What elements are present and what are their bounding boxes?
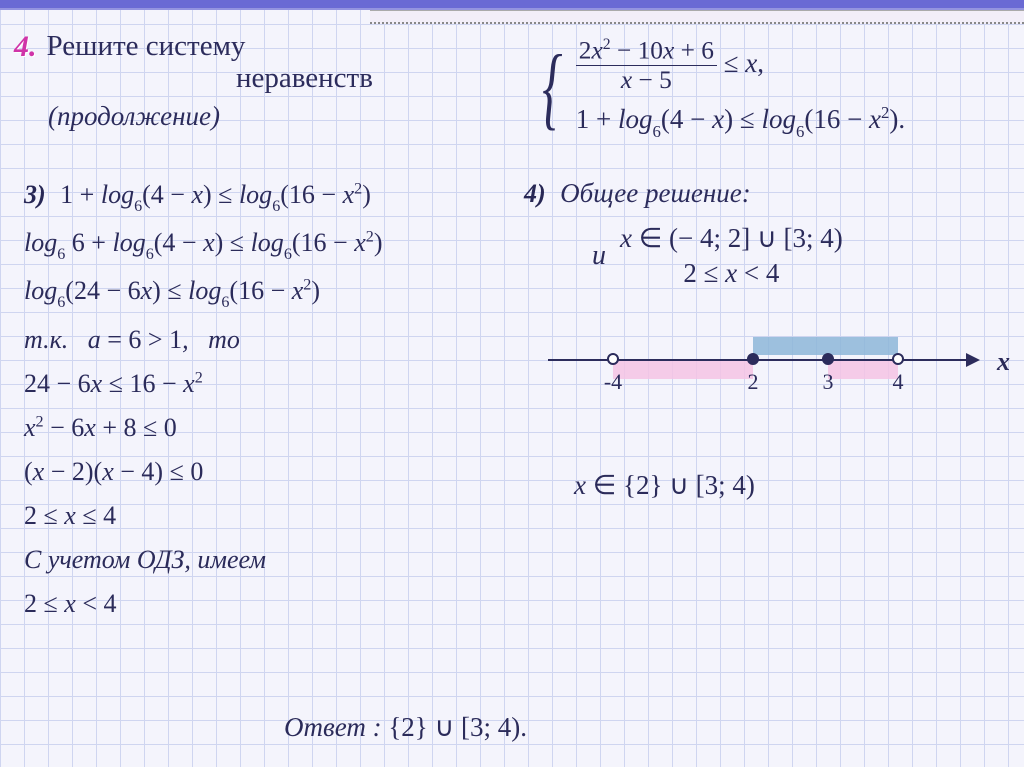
step3-line-4: 24 − 6x ≤ 16 − x2 (24, 369, 494, 399)
arrow-right-icon (966, 353, 980, 367)
step3-line-2: log6(24 − 6x) ≤ log6(16 − x2) (24, 276, 494, 310)
combine-sets: x ∈ (− 4; 2] ∪ [3; 4) 2 ≤ x < 4 (620, 223, 843, 289)
step3-line-1: log6 6 + log6(4 − x) ≤ log6(16 − x2) (24, 228, 494, 262)
step3-line-3: т.к. a = 6 > 1, то (24, 325, 494, 355)
inequality-system: { 2x2 − 10x + 6 x − 5 ≤ x, 1 + log6(4 − … (534, 36, 905, 140)
step4-title: Общее решение: (560, 178, 751, 208)
combine-block: и x ∈ (− 4; 2] ∪ [3; 4) 2 ≤ x < 4 (592, 223, 1004, 289)
point-3 (822, 353, 834, 365)
system-line-1: 2x2 − 10x + 6 x − 5 ≤ x, (576, 36, 905, 95)
step3-line-9: 2 ≤ x < 4 (24, 589, 494, 619)
point-label-neg4: -4 (604, 369, 622, 395)
step4-header: 4) Общее решение: (524, 178, 1004, 209)
ruler-band (370, 10, 1024, 24)
point-label-2: 2 (748, 369, 759, 395)
step3-line-8: С учетом ОДЗ, имеем (24, 545, 494, 575)
answer-value: {2} ∪ [3; 4). (388, 712, 527, 742)
step4-column: 4) Общее решение: и x ∈ (− 4; 2] ∪ [3; 4… (524, 178, 1004, 405)
system-lines: 2x2 − 10x + 6 x − 5 ≤ x, 1 + log6(4 − x)… (576, 36, 905, 140)
point-4 (892, 353, 904, 365)
step4-label: 4) (524, 179, 546, 208)
step3-label: 3) (24, 180, 46, 209)
step3-line-5: x2 − 6x + 8 ≤ 0 (24, 413, 494, 443)
window-titlebar (0, 0, 1024, 10)
slide-content: 4. Решите систему неравенств (продолжени… (14, 30, 1010, 759)
point-2 (747, 353, 759, 365)
point-neg4 (607, 353, 619, 365)
point-label-4: 4 (893, 369, 904, 395)
answer-line: Ответ : {2} ∪ [3; 4). (284, 712, 527, 743)
number-line: x -4 2 3 4 (548, 315, 978, 405)
step3-line-6: (x − 2)(x − 4) ≤ 0 (24, 457, 494, 487)
problem-number: 4. (14, 30, 37, 64)
combine-label: и (592, 240, 606, 272)
answer-label: Ответ : (284, 712, 382, 742)
fraction: 2x2 − 10x + 6 x − 5 (576, 36, 717, 95)
combine-set2: 2 ≤ x < 4 (620, 258, 843, 289)
point-label-3: 3 (823, 369, 834, 395)
title-line1: Решите систему (47, 30, 246, 63)
system-line-2: 1 + log6(4 − x) ≤ log6(16 − x2). (576, 103, 905, 139)
bottom-band-2 (828, 361, 898, 379)
curly-brace-icon: { (542, 60, 562, 115)
step3-line-7: 2 ≤ x ≤ 4 (24, 501, 494, 531)
step3-column: 3) 1 + log6(4 − x) ≤ log6(16 − x2) log6 … (24, 180, 494, 633)
combine-set1: x ∈ (− 4; 2] ∪ [3; 4) (620, 223, 843, 254)
x-axis-label: x (997, 347, 1010, 377)
step3-line-0: 3) 1 + log6(4 − x) ≤ log6(16 − x2) (24, 180, 494, 214)
bottom-band-1 (613, 361, 753, 379)
final-result: x ∈ {2} ∪ [3; 4) (574, 470, 755, 501)
